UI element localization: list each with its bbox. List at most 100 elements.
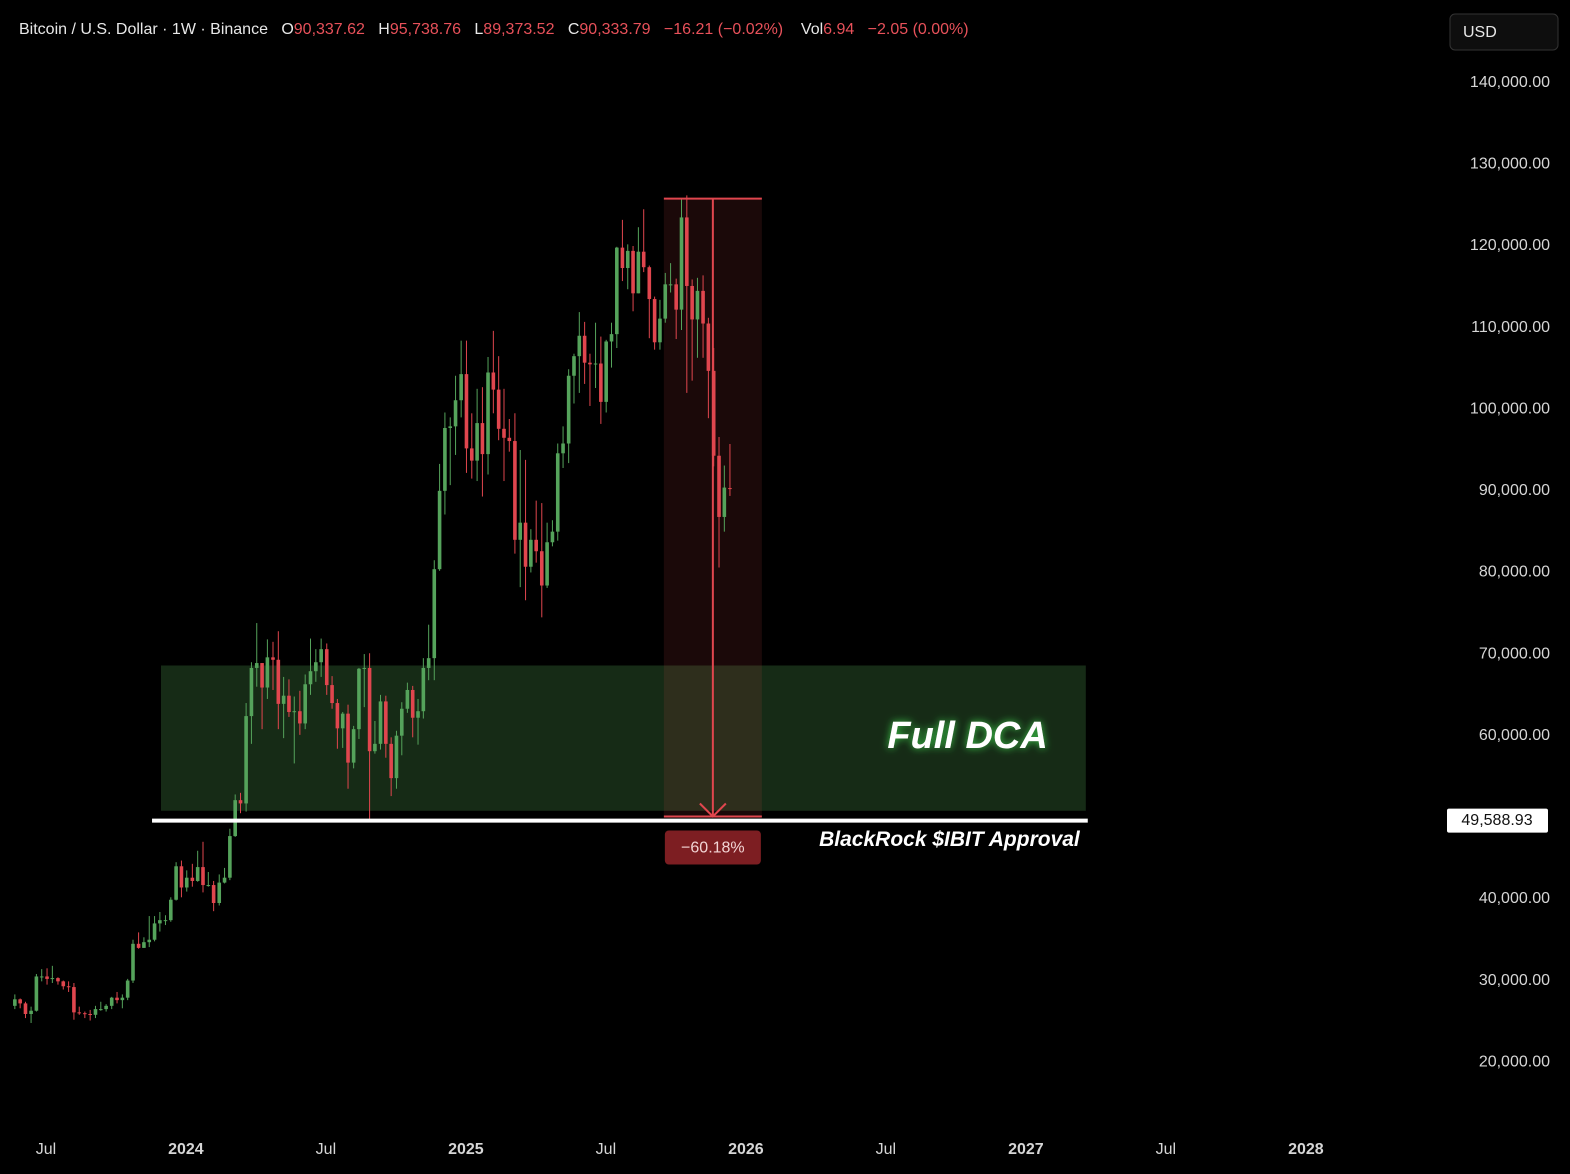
candle [324,643,329,695]
candle-body [620,247,625,269]
y-tick-label: 40,000.00 [1479,890,1550,907]
candle-body [61,981,66,987]
candle-body [314,662,318,672]
candle [728,443,732,496]
candle [389,737,393,797]
candle [625,244,630,290]
candle [426,624,431,681]
candle-body [641,251,646,268]
candle [142,937,146,948]
candle [706,317,711,419]
candle [523,459,528,601]
candle-body [287,695,291,713]
x-tick-label: 2027 [1008,1141,1044,1158]
candle [373,720,377,754]
candle-body [609,334,614,342]
ohlc-value: 90,333.79 [579,21,651,38]
y-tick-label: 120,000.00 [1470,237,1550,254]
change: −16.21 (−0.02%) [663,21,784,38]
candle [679,199,684,331]
candle [184,870,189,892]
candle-body [513,441,517,540]
candle-body [29,1010,33,1015]
candle [469,413,474,479]
candle [486,356,490,475]
candle [399,702,404,756]
candle [459,340,463,418]
candle-body [599,363,603,402]
candle-body [652,299,657,343]
candle-body [158,920,162,924]
candle [340,712,345,748]
candle-body [443,427,447,491]
candle [168,897,173,922]
candle-body [39,976,44,978]
candle [561,426,565,468]
candle [249,662,254,744]
candle-body [502,428,506,438]
price-tag: 49,588.93 [1461,812,1532,829]
candle [475,388,479,482]
candle [158,911,162,932]
candle-body [695,290,700,320]
candle-body [426,658,431,668]
candle [443,412,447,515]
candle [23,1001,28,1019]
candle-body [319,649,323,663]
candle [615,246,619,349]
candle [217,874,222,906]
candle-body [201,867,205,886]
y-tick-label: 90,000.00 [1479,482,1550,499]
candle [647,265,652,339]
candle [39,969,44,982]
candle-body [572,356,576,376]
candle-body [260,663,264,688]
x-tick-label: 2025 [448,1141,484,1158]
candle-body [131,943,135,981]
candle [206,871,211,887]
y-tick-label: 140,000.00 [1470,74,1550,91]
candle [572,353,576,404]
candle [507,419,512,452]
candle-body [496,389,501,429]
measure-label-bg [664,830,761,865]
candle [717,436,721,568]
candle [109,996,114,1010]
candle [66,981,71,992]
candle [292,696,297,764]
candle [29,1006,33,1023]
candle [314,649,318,682]
candle [588,353,592,406]
y-tick-label: 130,000.00 [1470,156,1550,173]
candle-body [45,976,49,979]
candle-body [464,374,469,449]
currency-button[interactable]: USD [1449,13,1559,51]
candle-body [276,659,281,704]
candle [238,792,243,814]
candle [93,1005,98,1019]
candle [211,880,216,912]
candle [518,450,523,588]
candle-body [23,1003,28,1015]
candle [276,631,281,730]
candle-body [717,455,721,517]
zone-area [160,665,1086,811]
candle-body [389,743,393,779]
button-bg[interactable] [1449,13,1559,51]
candle [13,994,17,1010]
candle [56,977,60,985]
candle [174,862,178,901]
candle [308,638,313,695]
candle [195,850,200,882]
candle [367,653,372,821]
candle [120,994,125,1009]
candle [599,336,603,424]
button-label[interactable]: USD [1463,24,1497,41]
candle-body [346,713,350,763]
candle [432,560,437,681]
candle [394,730,399,789]
candle-body [357,668,361,730]
candle [668,263,673,293]
candle-body [555,453,560,532]
candle-body [545,542,549,586]
